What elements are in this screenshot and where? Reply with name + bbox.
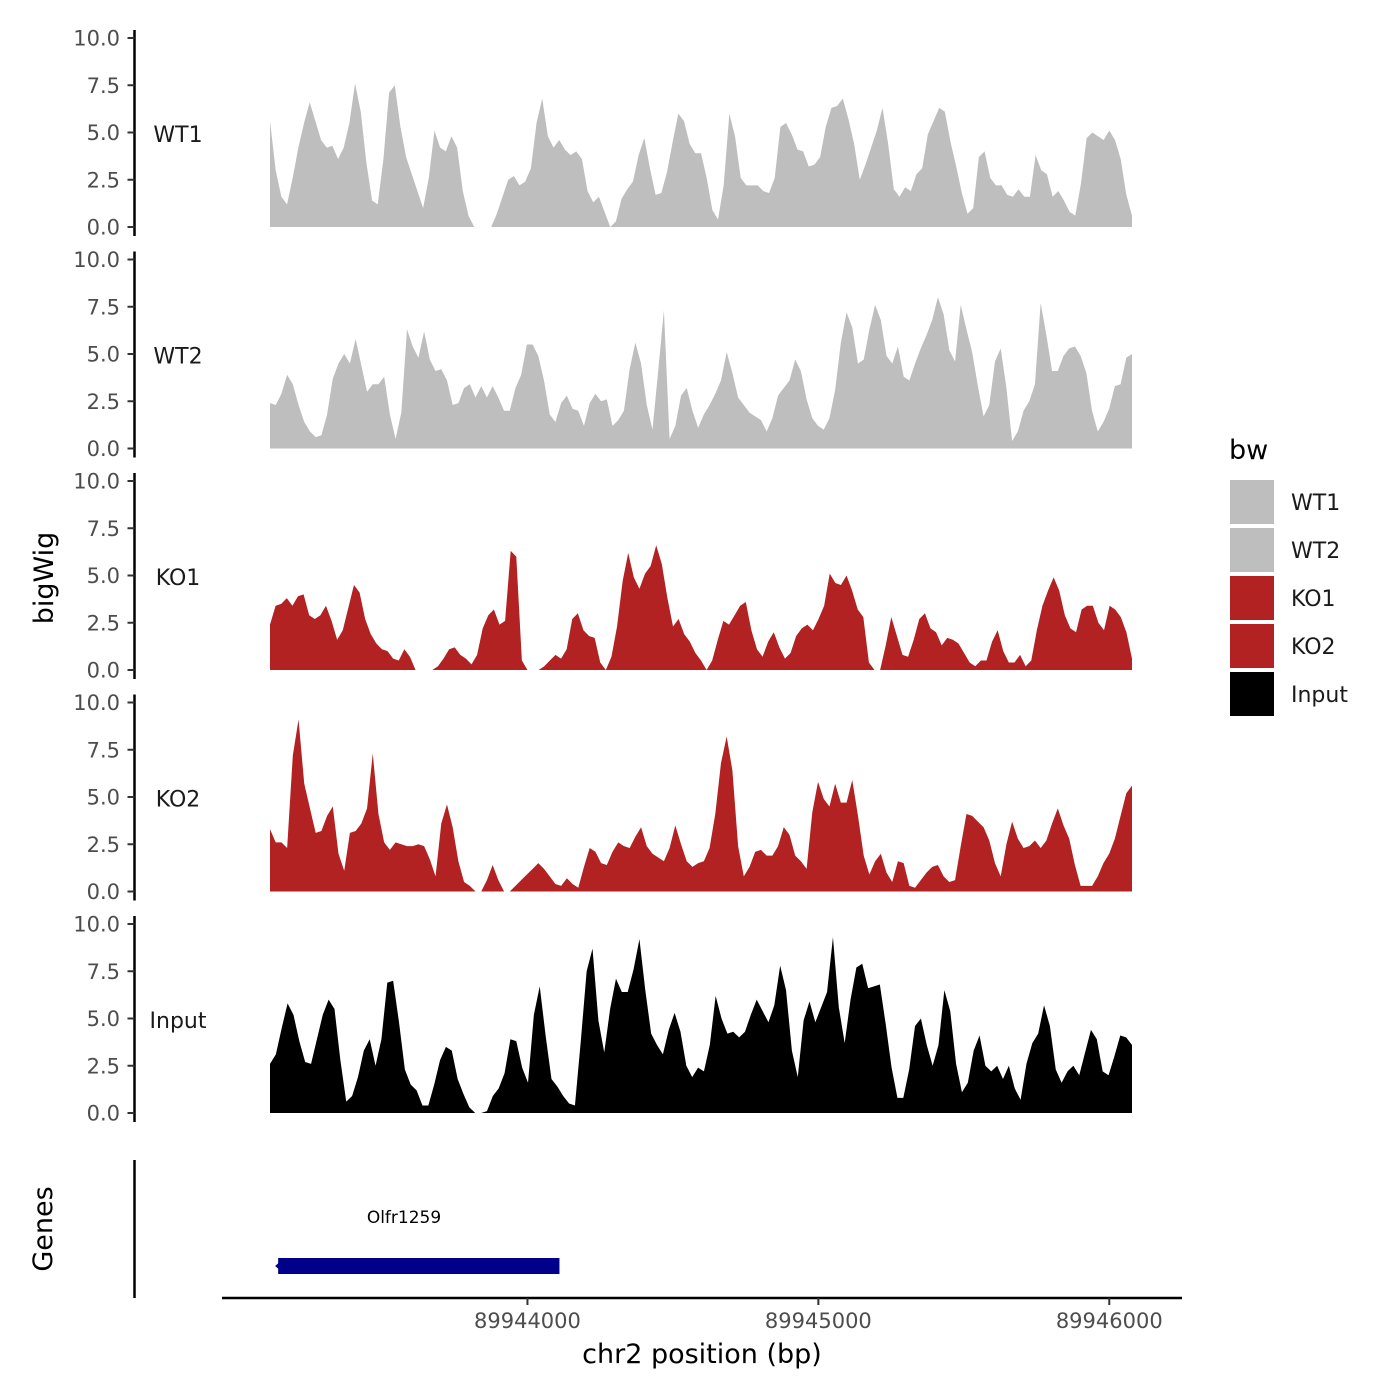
- y-tick-label: 10.0: [73, 913, 120, 937]
- legend-label-ko2: KO2: [1291, 635, 1336, 660]
- legend-label-input: Input: [1291, 683, 1348, 708]
- track-label-wt1: WT1: [153, 123, 202, 148]
- coverage-area-input: [270, 937, 1132, 1113]
- y-tick-label: 5.0: [87, 1007, 120, 1031]
- genes-track-title: Genes: [28, 1186, 59, 1271]
- track-label-wt2: WT2: [153, 345, 202, 370]
- y-tick-label: 10.0: [73, 470, 120, 494]
- y-tick-label: 5.0: [87, 786, 120, 810]
- track-ko2: 0.0 2.5 5.0 7.5 10.0 KO2: [73, 691, 1132, 904]
- track-label-ko2: KO2: [156, 788, 201, 813]
- y-tick-label: 10.0: [73, 248, 120, 272]
- x-tick-label: 89944000: [474, 1309, 581, 1333]
- legend-label-ko1: KO1: [1291, 587, 1336, 612]
- legend-swatch-wt2: [1230, 528, 1274, 572]
- x-tick-label: 89946000: [1056, 1309, 1163, 1333]
- genes-track: Genes Olfr1259: [28, 1160, 560, 1298]
- track-label-input: Input: [150, 1009, 207, 1034]
- y-tick-label: 0.0: [87, 1102, 120, 1126]
- y-tick-label: 5.0: [87, 121, 120, 145]
- coverage-area-ko2: [270, 719, 1132, 892]
- y-tick-label: 2.5: [87, 1054, 120, 1078]
- y-tick-label: 7.5: [87, 517, 120, 541]
- y-tick-label: 7.5: [87, 738, 120, 762]
- x-axis-title: chr2 position (bp): [582, 1339, 822, 1370]
- legend-label-wt2: WT2: [1291, 539, 1340, 564]
- y-tick-label: 10.0: [73, 691, 120, 715]
- y-tick-label: 2.5: [87, 611, 120, 635]
- y-tick-label: 0.0: [87, 659, 120, 683]
- legend-swatch-input: [1230, 672, 1274, 716]
- y-tick-label: 5.0: [87, 343, 120, 367]
- y-tick-label: 5.0: [87, 564, 120, 588]
- gene-body-olfr1259: [278, 1258, 560, 1274]
- y-tick-label: 2.5: [87, 833, 120, 857]
- y-axis-title: bigWig: [29, 532, 60, 625]
- coverage-area-wt1: [270, 83, 1132, 227]
- y-tick-label: 7.5: [87, 960, 120, 984]
- legend-swatch-wt1: [1230, 480, 1274, 524]
- y-tick-label: 0.0: [87, 216, 120, 240]
- y-tick-label: 2.5: [87, 168, 120, 192]
- track-label-ko1: KO1: [156, 566, 201, 591]
- y-tick-label: 10.0: [73, 27, 120, 51]
- track-input: 0.0 2.5 5.0 7.5 10.0 Input: [73, 913, 1132, 1126]
- track-wt2: 0.0 2.5 5.0 7.5 10.0 WT2: [73, 248, 1132, 461]
- y-tick-label: 2.5: [87, 390, 120, 414]
- y-tick-label: 7.5: [87, 295, 120, 319]
- gene-strand-arrow: [275, 1259, 284, 1273]
- track-ko1: 0.0 2.5 5.0 7.5 10.0 KO1: [73, 470, 1132, 683]
- coverage-tracks: 0.02.55.07.510.0WT10.02.55.07.510.0WT20.…: [73, 27, 1132, 1126]
- y-tick-label: 7.5: [87, 74, 120, 98]
- x-tick-label: 89945000: [765, 1309, 872, 1333]
- legend-title: bw: [1229, 435, 1268, 466]
- gene-label-olfr1259: Olfr1259: [367, 1208, 441, 1228]
- legend-label-wt1: WT1: [1291, 491, 1340, 516]
- legend-swatch-ko1: [1230, 576, 1274, 620]
- y-tick-label: 0.0: [87, 437, 120, 461]
- y-tick-label: 0.0: [87, 880, 120, 904]
- legend: bw WT1 WT2 KO1 KO2 Input: [1229, 435, 1348, 716]
- track-wt1: 0.0 2.5 5.0 7.5 10.0 WT1: [73, 27, 1132, 240]
- coverage-area-ko1: [270, 545, 1132, 670]
- legend-swatch-ko2: [1230, 624, 1274, 668]
- coverage-area-wt2: [270, 297, 1132, 449]
- x-axis: 89944000 89945000 89946000: [222, 1296, 1182, 1333]
